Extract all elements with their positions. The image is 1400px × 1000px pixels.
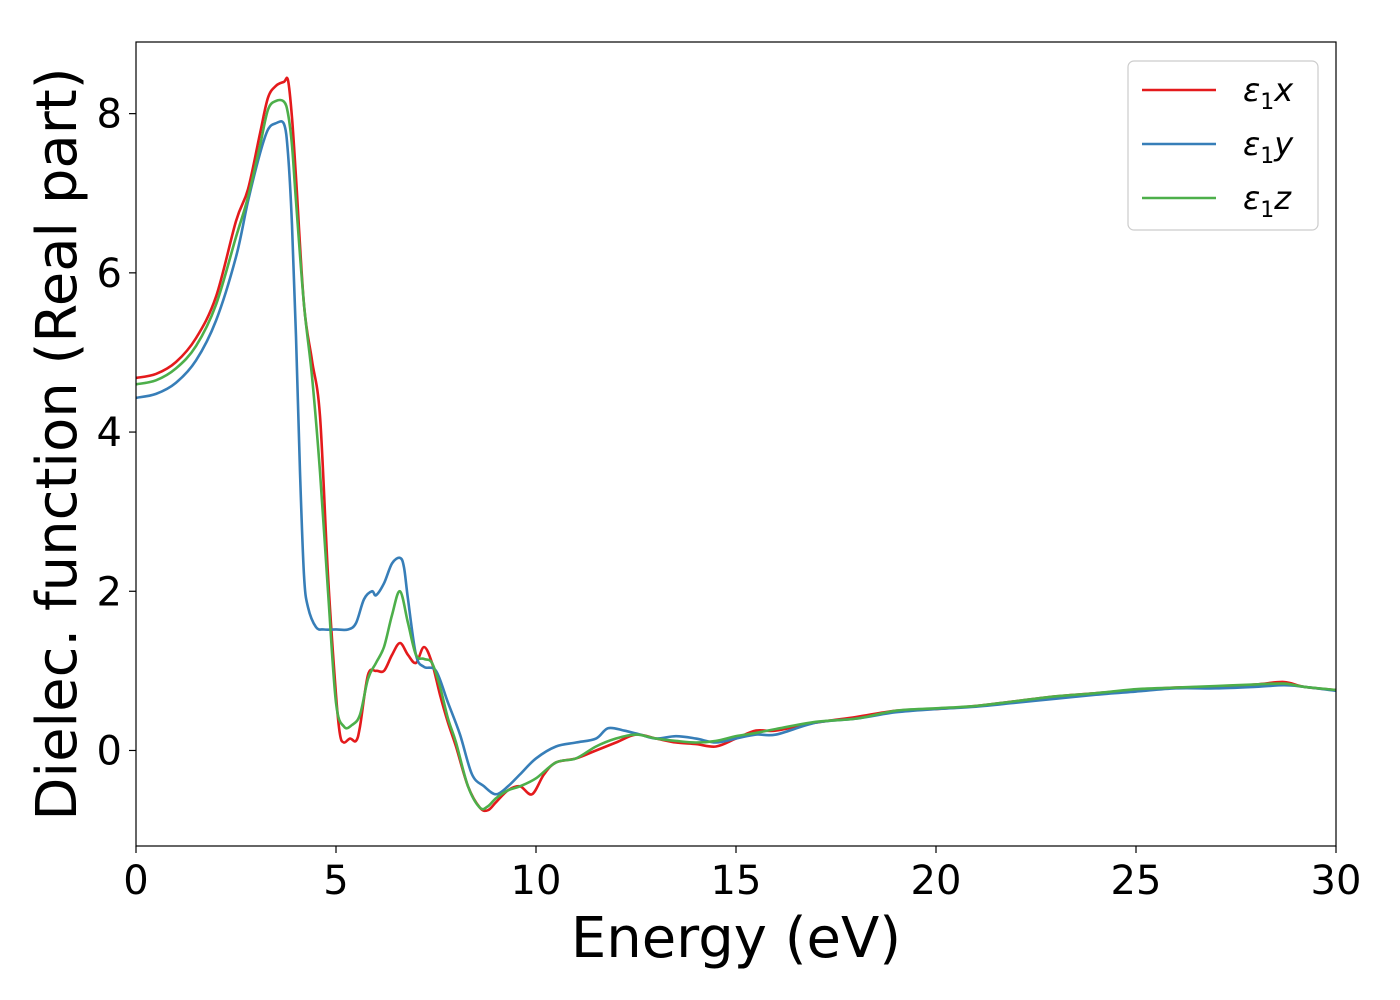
x-tick-label: 15 <box>711 858 762 904</box>
x-axis-title: Energy (eV) <box>571 906 901 971</box>
y-tick-label: 8 <box>97 92 122 138</box>
legend-frame <box>1127 60 1319 231</box>
y-tick-label: 4 <box>97 410 122 456</box>
legend-label-z: ε1z <box>1243 179 1292 223</box>
y-axis-title: Dielec. function (Real part) <box>25 67 90 820</box>
y-tick-label: 6 <box>97 251 122 297</box>
x-tick-label: 5 <box>323 858 348 904</box>
x-tick-label: 0 <box>123 858 148 904</box>
legend-label-y: ε1y <box>1243 125 1294 169</box>
series-layer <box>136 76 1336 813</box>
series-line-y <box>136 119 1336 796</box>
y-tick-label: 0 <box>97 728 122 774</box>
x-tick-label: 20 <box>911 858 962 904</box>
y-tick-label: 2 <box>97 569 122 615</box>
legend: ε1x ε1y ε1z <box>1127 60 1319 231</box>
legend-label-x: ε1x <box>1243 71 1294 115</box>
x-tick-label: 30 <box>1311 858 1362 904</box>
y-axis: 0 2 4 6 8 <box>97 92 136 774</box>
series-line-z <box>136 98 1336 811</box>
x-tick-label: 10 <box>511 858 562 904</box>
x-axis: 0 5 10 15 20 25 30 <box>123 846 1361 904</box>
x-tick-label: 25 <box>1111 858 1162 904</box>
